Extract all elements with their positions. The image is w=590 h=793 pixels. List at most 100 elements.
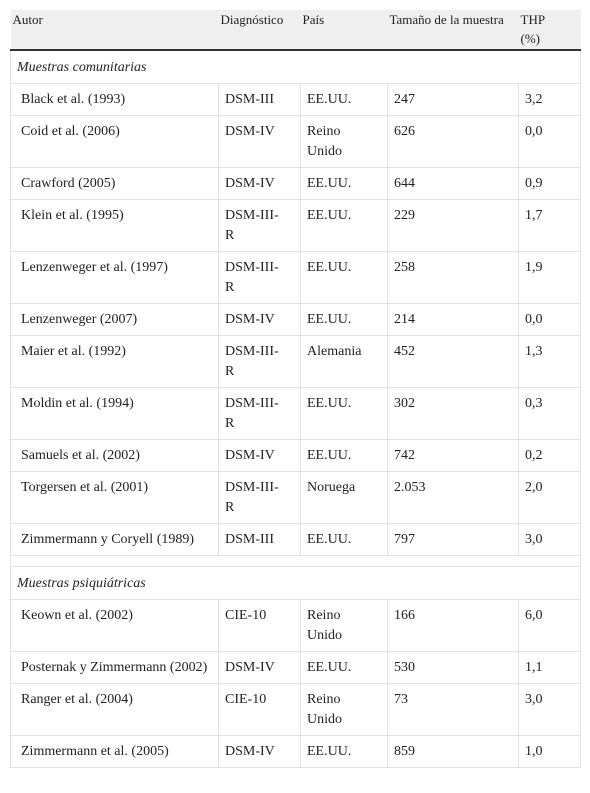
cell: 2.053 — [387, 471, 519, 524]
cell: Black et al. (1993) — [10, 83, 219, 116]
cell: DSM-III-R — [218, 335, 301, 388]
data-row: Lenzenweger (2007) DSM-IV EE.UU. 214 0,0 — [10, 303, 581, 336]
cell: EE.UU. — [300, 651, 388, 684]
cell: 742 — [387, 439, 519, 472]
cell: Maier et al. (1992) — [10, 335, 219, 388]
data-row: Klein et al. (1995) DSM-III-R EE.UU. 229 1,7 — [10, 199, 581, 252]
spacer-cell — [10, 555, 581, 567]
cell: 214 — [387, 303, 519, 336]
section-title: Muestras psiquiátricas — [10, 566, 581, 600]
data-row: Samuels et al. (2002) DSM-IV EE.UU. 742 0,2 — [10, 439, 581, 472]
section-row: Muestras psiquiátricas — [10, 566, 581, 600]
cell: 626 — [387, 115, 519, 168]
cell: 0,9 — [518, 167, 581, 200]
cell: 859 — [387, 735, 519, 768]
data-row: Torgersen et al. (2001) DSM-III-R Noruega 2… — [10, 471, 581, 524]
data-table: Autor Diagnóstico País Tamaño de la muestra… — [10, 10, 581, 768]
cell: Zimmermann y Coryell (1989) — [10, 523, 219, 556]
cell: Lenzenweger (2007) — [10, 303, 219, 336]
cell: 3,2 — [518, 83, 581, 116]
data-row: Black et al. (1993) DSM-III EE.UU. 247 3,2 — [10, 83, 581, 116]
cell: 3,0 — [518, 523, 581, 556]
data-row: Zimmermann y Coryell (1989) DSM-III EE.UU.… — [10, 523, 581, 556]
cell: EE.UU. — [300, 83, 388, 116]
cell: 530 — [387, 651, 519, 684]
header-row: Autor Diagnóstico País Tamaño de la muestra… — [10, 10, 581, 51]
cell: Keown et al. (2002) — [10, 599, 219, 652]
data-row: Keown et al. (2002) CIE-10 Reino Unido 166 6… — [10, 599, 581, 652]
cell: 452 — [387, 335, 519, 388]
cell: 229 — [387, 199, 519, 252]
cell: DSM-III-R — [218, 251, 301, 304]
header-cell: Tamaño de la muestra — [387, 10, 519, 51]
cell: Lenzenweger et al. (1997) — [10, 251, 219, 304]
header-cell: Autor — [10, 10, 219, 51]
cell: 2,0 — [518, 471, 581, 524]
cell: EE.UU. — [300, 199, 388, 252]
cell: DSM-III — [218, 83, 301, 116]
cell: 166 — [387, 599, 519, 652]
data-row: Lenzenweger et al. (1997) DSM-III-R EE.UU.… — [10, 251, 581, 304]
cell: EE.UU. — [300, 251, 388, 304]
cell: EE.UU. — [300, 167, 388, 200]
cell: Reino Unido — [300, 115, 388, 168]
cell: 247 — [387, 83, 519, 116]
cell: 0,0 — [518, 303, 581, 336]
data-row: Coid et al. (2006) DSM-IV Reino Unido 626 0,… — [10, 115, 581, 168]
cell: 1,9 — [518, 251, 581, 304]
cell: Klein et al. (1995) — [10, 199, 219, 252]
cell: 1,0 — [518, 735, 581, 768]
cell: EE.UU. — [300, 523, 388, 556]
cell: Torgersen et al. (2001) — [10, 471, 219, 524]
cell: 797 — [387, 523, 519, 556]
cell: EE.UU. — [300, 439, 388, 472]
cell: Coid et al. (2006) — [10, 115, 219, 168]
cell: DSM-IV — [218, 167, 301, 200]
cell: DSM-IV — [218, 651, 301, 684]
cell: 1,7 — [518, 199, 581, 252]
cell: 3,0 — [518, 683, 581, 736]
cell: DSM-III-R — [218, 387, 301, 440]
cell: EE.UU. — [300, 303, 388, 336]
cell: Moldin et al. (1994) — [10, 387, 219, 440]
cell: DSM-IV — [218, 735, 301, 768]
cell: DSM-IV — [218, 115, 301, 168]
cell: DSM-III-R — [218, 471, 301, 524]
header-cell: THP (%) — [518, 10, 581, 51]
cell: CIE-10 — [218, 599, 301, 652]
cell: CIE-10 — [218, 683, 301, 736]
cell: Noruega — [300, 471, 388, 524]
cell: Reino Unido — [300, 683, 388, 736]
cell: 0,2 — [518, 439, 581, 472]
cell: 1,1 — [518, 651, 581, 684]
table-body: Muestras comunitarias Black et al. (1993)… — [10, 49, 581, 768]
cell: EE.UU. — [300, 735, 388, 768]
cell: Samuels et al. (2002) — [10, 439, 219, 472]
cell: EE.UU. — [300, 387, 388, 440]
cell: Posternak y Zimmermann (2002) — [10, 651, 219, 684]
cell: DSM-III — [218, 523, 301, 556]
cell: DSM-IV — [218, 439, 301, 472]
cell: 644 — [387, 167, 519, 200]
data-row: Maier et al. (1992) DSM-III-R Alemania 452 1… — [10, 335, 581, 388]
data-row: Posternak y Zimmermann (2002) DSM-IV EE.UU… — [10, 651, 581, 684]
cell: DSM-III-R — [218, 199, 301, 252]
header-cell: País — [300, 10, 388, 51]
cell: Reino Unido — [300, 599, 388, 652]
data-row: Crawford (2005) DSM-IV EE.UU. 644 0,9 — [10, 167, 581, 200]
data-row: Zimmermann et al. (2005) DSM-IV EE.UU. 859 1… — [10, 735, 581, 768]
data-row: Ranger et al. (2004) CIE-10 Reino Unido 73 3… — [10, 683, 581, 736]
cell: 1,3 — [518, 335, 581, 388]
cell: 258 — [387, 251, 519, 304]
cell: 0,0 — [518, 115, 581, 168]
cell: Ranger et al. (2004) — [10, 683, 219, 736]
data-row: Moldin et al. (1994) DSM-III-R EE.UU. 302 0,… — [10, 387, 581, 440]
header-cell: Diagnóstico — [218, 10, 301, 51]
section-row: Muestras comunitarias — [10, 49, 581, 84]
cell: 73 — [387, 683, 519, 736]
cell: Alemania — [300, 335, 388, 388]
section-title: Muestras comunitarias — [10, 49, 581, 84]
cell: DSM-IV — [218, 303, 301, 336]
cell: 0,3 — [518, 387, 581, 440]
